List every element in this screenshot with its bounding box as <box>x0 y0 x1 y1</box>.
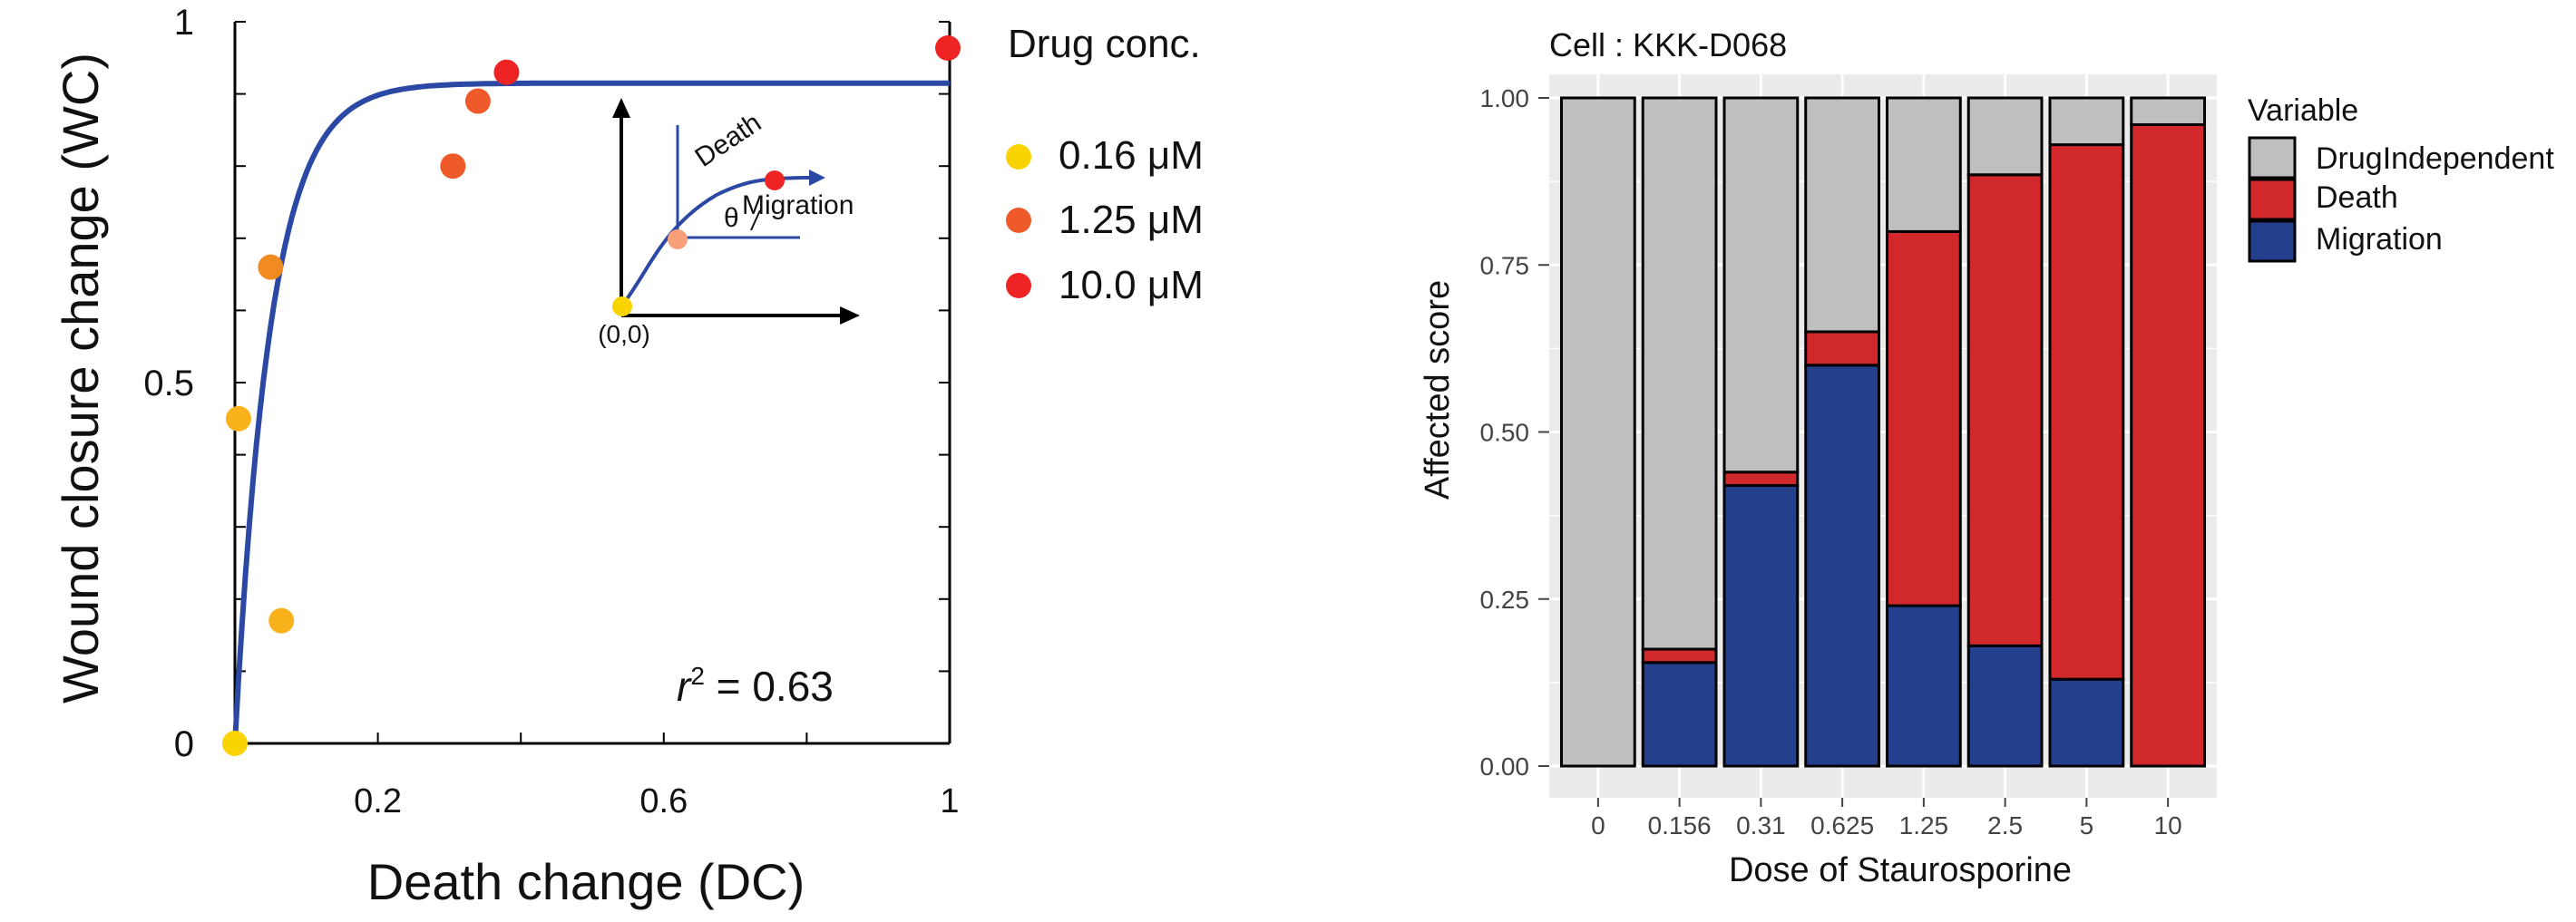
scatter-point <box>464 88 491 114</box>
bar-segment-death <box>1966 173 2044 647</box>
bar-y-tick-label: 0.75 <box>1480 251 1530 279</box>
bar-segment-death <box>2130 122 2207 768</box>
legend-label-drugindependent: DrugIndependent <box>2316 141 2554 176</box>
bar-x-tick-labels: 0 0.156 0.31 0.625 1.25 2.5 5 10 <box>1591 798 2182 840</box>
bar-segment-migration <box>1641 661 1718 768</box>
inset-schematic: (0,0) Death θ Migration <box>598 98 860 348</box>
bar-segment-drugindependent <box>2130 96 2207 126</box>
legend-label-migration: Migration <box>2316 222 2443 257</box>
y-tick-label: 0.5 <box>143 364 194 403</box>
bar-segment-drugindependent <box>1641 96 1718 651</box>
bar-segment-death <box>1641 647 1718 665</box>
bar-x-axis-label: Dose of Staurosporine <box>1729 851 2072 889</box>
bar-y-tick-labels: 0.00 0.25 0.50 0.75 1.00 <box>1480 84 1549 781</box>
r-symbol: r <box>677 663 692 710</box>
scatter-ticks <box>234 21 951 744</box>
bar-y-tick-label: 0.25 <box>1480 586 1530 614</box>
inset-point-origin <box>612 296 632 316</box>
bar-segment-migration <box>1885 604 1962 768</box>
bar-y-tick-label: 1.00 <box>1480 84 1530 112</box>
bar-segment-drugindependent <box>1559 96 1636 768</box>
inset-theta-vector <box>750 209 761 231</box>
legend-marker-2 <box>1006 273 1031 298</box>
x-tick-label: 0.2 <box>354 782 402 820</box>
bar-y-tick-label: 0.50 <box>1480 419 1530 447</box>
bar-segment-drugindependent <box>1885 96 1962 233</box>
fit-curve <box>232 80 950 744</box>
scatter-point <box>493 59 520 85</box>
x-tick-label: 0.6 <box>639 782 688 820</box>
legend-marker-1 <box>1006 208 1031 233</box>
bar-segment-migration <box>2048 677 2125 768</box>
scatter-point <box>268 607 295 634</box>
bar-legend: Variable DrugIndependent Death Migration <box>2248 93 2554 263</box>
stacked-bars <box>1559 96 2207 768</box>
bar-segment-drugindependent <box>1966 96 2044 177</box>
bar-x-tick-label: 0.31 <box>1736 811 1786 840</box>
legend-swatch-death <box>2248 178 2297 221</box>
bar-segment-death <box>1722 471 1800 487</box>
r-squared-annotation: r2 = 0.63 <box>677 662 834 710</box>
bar-legend-title: Variable <box>2248 93 2358 128</box>
inset-point-mid <box>668 229 688 249</box>
bar-segment-death <box>2048 143 2125 681</box>
bar-segment-drugindependent <box>1804 96 1881 334</box>
legend-label-1: 1.25 μM <box>1059 198 1204 242</box>
bar-segment-drugindependent <box>1722 96 1800 474</box>
scatter-x-axis-label: Death change (DC) <box>367 853 805 910</box>
inset-theta-label: θ <box>724 203 739 233</box>
y-tick-label: 0 <box>174 724 194 764</box>
inset-death-label: Death <box>689 108 766 173</box>
scatter-chart: 0.2 0.6 1 0 0.5 1 Death change (DC) Wound clo… <box>52 3 1204 910</box>
legend-label-death: Death <box>2316 180 2398 215</box>
scatter-tick-labels: 0.2 0.6 1 0 0.5 1 <box>143 3 959 820</box>
inset-curve-arrowhead <box>809 170 825 186</box>
legend-label-0: 0.16 μM <box>1059 133 1204 178</box>
bar-segment-migration <box>1722 483 1800 768</box>
scatter-legend: Drug conc. 0.16 μM 1.25 μM 10.0 μM <box>935 22 1204 307</box>
scatter-point <box>440 153 466 180</box>
scatter-y-axis-label: Wound closure change (WC) <box>52 53 109 704</box>
inset-origin-label: (0,0) <box>598 320 650 348</box>
bar-x-tick-label: 0 <box>1591 811 1605 840</box>
bar-segment-migration <box>1804 364 1881 768</box>
y-tick-label: 1 <box>174 3 194 43</box>
legend-label-2: 10.0 μM <box>1059 263 1204 307</box>
inset-point-end <box>765 170 785 190</box>
inset-y-arrowhead <box>612 98 630 118</box>
legend-marker-0 <box>1006 144 1031 170</box>
bar-segment-migration <box>1966 644 2044 768</box>
scatter-point <box>225 405 251 432</box>
legend-swatch-migration <box>2248 219 2297 263</box>
inset-x-arrowhead <box>840 306 860 325</box>
scatter-points <box>222 59 520 756</box>
scatter-legend-title: Drug conc. <box>1008 22 1201 66</box>
bar-y-axis-label: Affected score <box>1419 280 1457 500</box>
legend-title-marker <box>935 35 961 61</box>
scatter-point <box>222 731 248 756</box>
r-superscript: 2 <box>690 662 705 690</box>
bar-chart-title: Cell : KKK-D068 <box>1549 26 1787 63</box>
legend-swatch-drugindependent <box>2248 136 2297 180</box>
bar-segment-death <box>1885 229 1962 607</box>
inset-migration-label: Migration <box>742 190 854 220</box>
bar-x-tick-label: 0.625 <box>1810 811 1874 840</box>
x-tick-label: 1 <box>940 782 959 820</box>
bar-segment-drugindependent <box>2048 96 2125 147</box>
bar-x-tick-label: 1.25 <box>1899 811 1949 840</box>
bar-x-tick-label: 0.156 <box>1648 811 1712 840</box>
scatter-point <box>258 254 284 280</box>
bar-segment-death <box>1804 330 1881 367</box>
stacked-bar-chart: Cell : KKK-D068 0.00 0.25 0.50 0.75 1.00 0 0.… <box>1419 26 2554 889</box>
bar-y-tick-label: 0.00 <box>1480 752 1530 781</box>
scatter-axes <box>233 22 951 745</box>
bar-x-tick-label: 2.5 <box>1987 811 2023 840</box>
r-squared-value: = 0.63 <box>705 663 834 710</box>
bar-x-tick-label: 5 <box>2080 811 2094 840</box>
bar-x-tick-label: 10 <box>2154 811 2182 840</box>
